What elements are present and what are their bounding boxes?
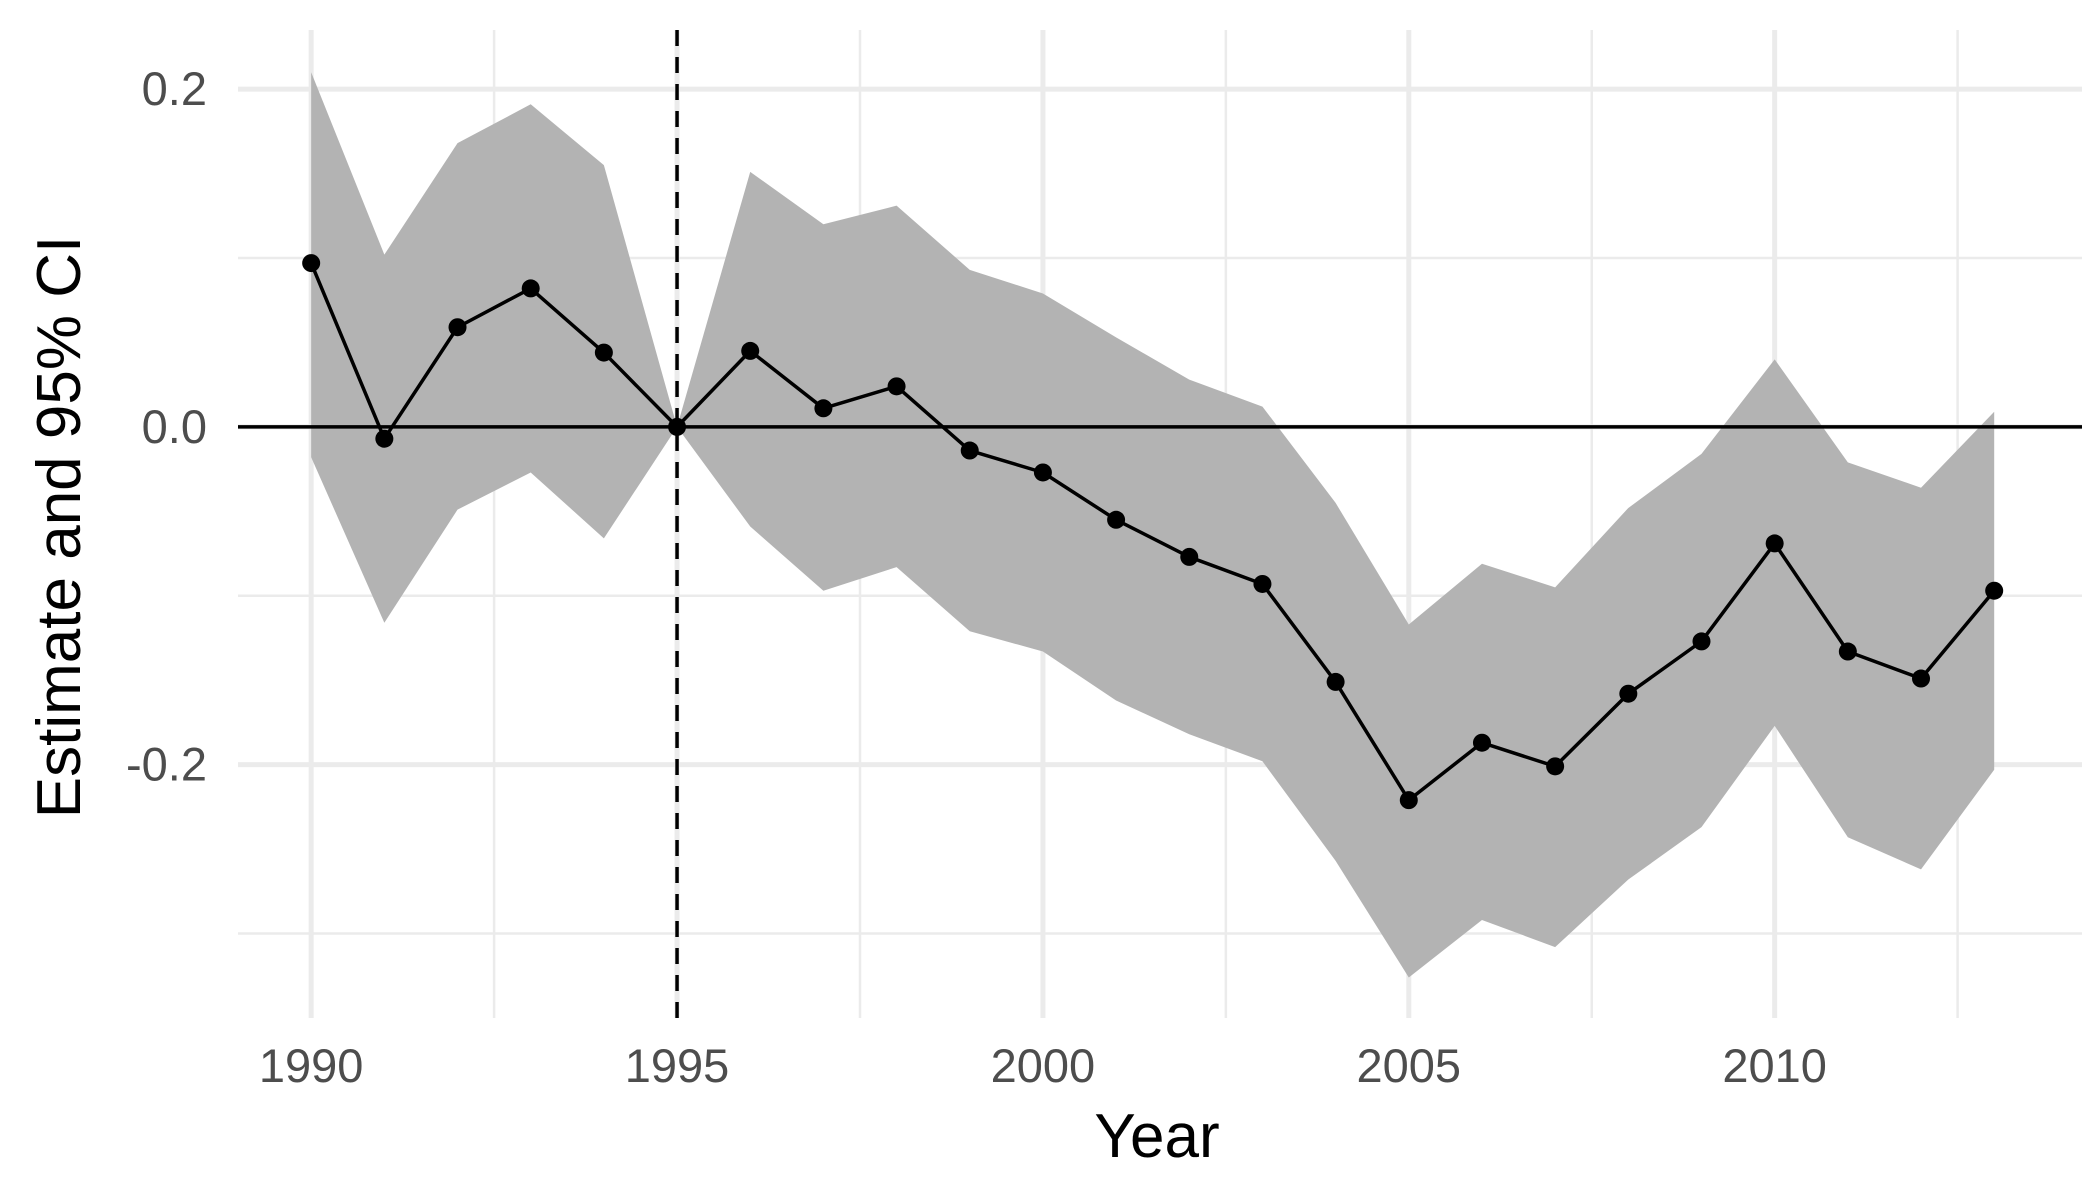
data-point-1991	[375, 429, 394, 448]
x-tick-label: 2000	[991, 1039, 1096, 1092]
data-point-1998	[887, 377, 906, 396]
data-point-2004	[1326, 672, 1345, 691]
x-axis-title: Year	[1094, 1102, 1219, 1171]
x-tick-label: 2005	[1357, 1039, 1462, 1092]
x-tick-label: 2010	[1722, 1039, 1827, 1092]
y-axis-title: Estimate and 95% CI	[25, 236, 94, 818]
y-axis-tick-labels: 0.2 0.0 -0.2	[126, 62, 207, 791]
data-point-2012	[1912, 669, 1931, 688]
data-point-2003	[1253, 574, 1272, 593]
x-tick-label: 1990	[259, 1039, 364, 1092]
data-point-1997	[814, 399, 833, 418]
data-point-2005	[1399, 791, 1418, 810]
y-tick-label: 0.2	[142, 62, 207, 115]
data-point-1993	[521, 279, 540, 298]
estimate-points	[302, 254, 2004, 810]
data-point-2011	[1838, 642, 1857, 661]
x-axis-tick-labels: 1990 1995 2000 2005 2010	[259, 1039, 1827, 1092]
data-point-2002	[1180, 547, 1199, 566]
data-point-1992	[448, 318, 467, 337]
estimate-line	[309, 262, 1996, 802]
data-point-1995	[668, 417, 687, 436]
data-point-1999	[960, 441, 979, 460]
y-tick-label: -0.2	[126, 738, 207, 791]
estimate-line-layer	[309, 262, 1996, 802]
data-point-2008	[1619, 684, 1638, 703]
reference-lines	[238, 30, 2082, 1018]
data-point-2009	[1692, 632, 1711, 651]
data-point-1994	[594, 343, 613, 362]
data-point-1996	[741, 341, 760, 360]
x-tick-label: 1995	[625, 1039, 730, 1092]
data-point-1990	[302, 254, 321, 273]
data-point-2013	[1985, 581, 2004, 600]
data-point-2007	[1546, 757, 1565, 776]
y-tick-label: 0.0	[142, 400, 207, 453]
data-point-2001	[1107, 510, 1126, 529]
data-point-2006	[1472, 733, 1491, 752]
data-point-2010	[1765, 534, 1784, 553]
confidence-interval-layer	[311, 72, 1995, 978]
data-point-2000	[1033, 463, 1052, 482]
confidence-interval-band	[311, 72, 1995, 978]
